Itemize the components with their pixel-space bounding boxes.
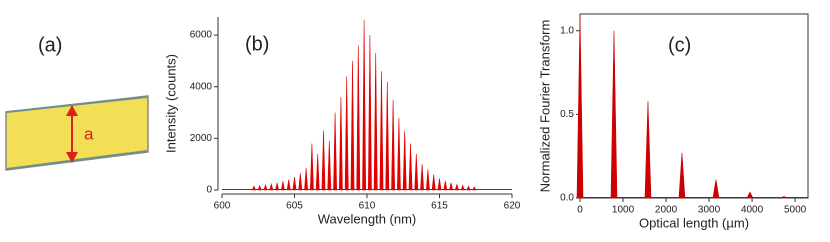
spectral-peak <box>391 99 396 191</box>
spectral-peak <box>350 60 355 191</box>
spectral-peak <box>460 184 465 191</box>
spectral-peak <box>443 180 448 191</box>
y-tick-label: 1.0 <box>560 25 574 36</box>
y-tick-label: 2000 <box>190 133 213 144</box>
spectral-peak <box>408 143 413 191</box>
spectral-peak <box>396 117 401 191</box>
spectral-peak <box>431 174 436 191</box>
spectral-peak <box>678 152 686 199</box>
spectral-peak <box>437 178 442 191</box>
x-tick-label: 3000 <box>698 205 721 216</box>
spectral-peak <box>257 184 262 191</box>
dimension-label: a <box>84 124 94 143</box>
spectral-peak <box>373 53 378 191</box>
x-tick-label: 620 <box>504 201 521 212</box>
y-tick-label: 0 <box>206 185 212 196</box>
spectral-peak <box>298 173 303 191</box>
spectral-peak <box>333 112 338 191</box>
y-tick-label: 0.0 <box>560 193 574 204</box>
arrow-head <box>66 105 78 116</box>
spectral-peak <box>344 76 349 191</box>
spectral-peak <box>338 97 343 191</box>
spectral-peak <box>327 140 332 191</box>
panel-label: (b) <box>245 33 269 55</box>
spectral-peak <box>321 130 326 191</box>
x-tick-label: 2000 <box>655 205 678 216</box>
spectral-peak <box>275 182 280 191</box>
spectral-peak <box>746 191 754 199</box>
y-axis-title: Normalized Fourier Transform <box>537 20 552 193</box>
spectral-peak <box>280 181 285 191</box>
spectral-peak <box>414 153 419 191</box>
spectral-peak <box>269 182 274 191</box>
spectral-peak <box>251 185 256 191</box>
y-tick-label: 4000 <box>190 81 213 92</box>
spectral-peak <box>402 130 407 191</box>
x-tick-label: 610 <box>359 201 376 212</box>
spectral-peak <box>454 183 459 191</box>
slab-edge <box>6 96 148 113</box>
spectral-peak <box>309 143 314 191</box>
spectral-peak <box>367 35 372 191</box>
x-tick-label: 5000 <box>784 205 807 216</box>
spectral-peak <box>263 183 268 191</box>
x-tick-label: 1000 <box>612 205 635 216</box>
x-tick-label: 0 <box>577 205 583 216</box>
spectral-peak <box>610 30 618 199</box>
spectral-peak <box>644 100 652 199</box>
spectral-peak <box>356 45 361 191</box>
arrow-head <box>66 152 78 163</box>
x-tick-label: 615 <box>431 201 448 212</box>
spectral-peak <box>466 185 471 191</box>
x-axis-title: Optical length (µm) <box>639 215 749 230</box>
spectral-peak <box>379 71 384 191</box>
spectral-peak <box>425 169 430 191</box>
x-tick-label: 4000 <box>741 205 764 216</box>
y-tick-label: 0.5 <box>560 109 574 120</box>
spectral-peak <box>286 179 291 191</box>
spectral-peak <box>449 182 454 191</box>
spectral-peak <box>315 153 320 191</box>
y-axis-title: Intensity (counts) <box>163 54 178 153</box>
spectral-peak <box>385 81 390 191</box>
spectral-peak <box>576 13 584 199</box>
spectral-peak <box>292 177 297 191</box>
slab-edge <box>6 150 148 170</box>
y-tick-label: 6000 <box>190 30 213 41</box>
sample-slab <box>5 95 149 171</box>
spectral-peak <box>304 168 309 191</box>
x-axis-title: Wavelength (nm) <box>318 211 417 226</box>
spectral-peak <box>420 164 425 191</box>
panel-label: (c) <box>668 34 691 56</box>
x-tick-label: 600 <box>214 201 231 212</box>
spectral-peak <box>362 19 367 191</box>
spectral-peak <box>712 179 720 199</box>
panel-label: (a) <box>38 34 62 56</box>
spectral-peak <box>472 186 477 191</box>
x-tick-label: 605 <box>286 201 303 212</box>
spectral-peak <box>779 195 789 199</box>
